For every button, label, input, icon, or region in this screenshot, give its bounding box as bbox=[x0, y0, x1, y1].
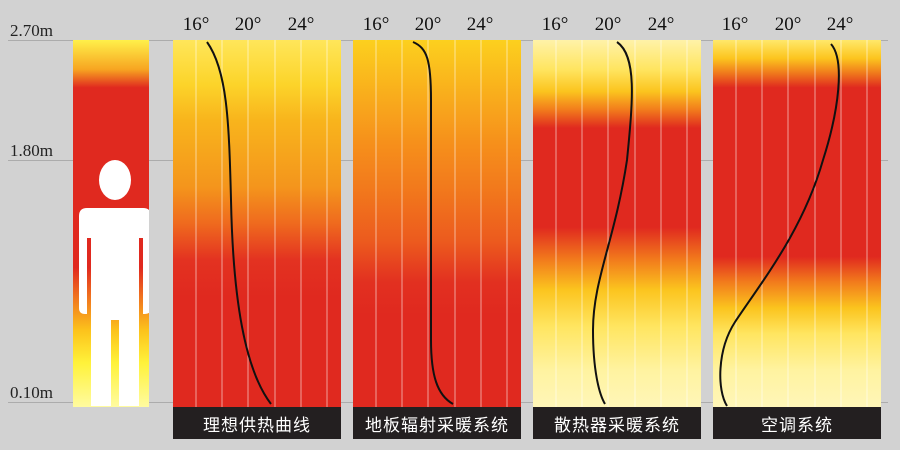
panel-air-conditioning-plot bbox=[719, 40, 868, 407]
caption-radiator: 散热器采暖系统 bbox=[533, 407, 701, 439]
temperature-curve bbox=[719, 43, 840, 407]
tick-16-p2: 16° bbox=[362, 14, 390, 35]
tick-24-p3: 24° bbox=[647, 14, 675, 35]
panel-floor-radiant-plot bbox=[375, 40, 508, 407]
panel-floor-radiant bbox=[353, 40, 521, 407]
height-label-mid: 1.80m bbox=[10, 141, 53, 160]
temperature-curve bbox=[412, 41, 454, 405]
temperature-curve bbox=[206, 41, 272, 405]
panel-radiator-plot bbox=[555, 40, 688, 407]
person-icon bbox=[79, 160, 149, 406]
height-label-bottom: 0.10m bbox=[10, 383, 53, 402]
tick-24-p4: 24° bbox=[826, 14, 854, 35]
panel-air-conditioning bbox=[713, 40, 881, 407]
temperature-curve bbox=[591, 41, 633, 405]
tick-20-p1: 20° bbox=[234, 14, 262, 35]
caption-ideal-heating: 理想供热曲线 bbox=[173, 407, 341, 439]
tick-24-p2: 24° bbox=[466, 14, 494, 35]
panel-radiator bbox=[533, 40, 701, 407]
tick-20-p2: 20° bbox=[414, 14, 442, 35]
caption-floor-radiant: 地板辐射采暖系统 bbox=[353, 407, 521, 439]
panel-ideal-heating bbox=[173, 40, 341, 407]
tick-16-p1: 16° bbox=[182, 14, 210, 35]
tick-16-p3: 16° bbox=[541, 14, 569, 35]
tick-16-p4: 16° bbox=[721, 14, 749, 35]
height-label-top: 2.70m bbox=[10, 21, 53, 40]
panel-ideal-heating-plot bbox=[195, 40, 328, 407]
tick-20-p3: 20° bbox=[594, 14, 622, 35]
tick-20-p4: 20° bbox=[774, 14, 802, 35]
tick-24-p1: 24° bbox=[287, 14, 315, 35]
reference-temperature-bar bbox=[73, 40, 149, 407]
caption-air-conditioning: 空调系统 bbox=[713, 407, 881, 439]
